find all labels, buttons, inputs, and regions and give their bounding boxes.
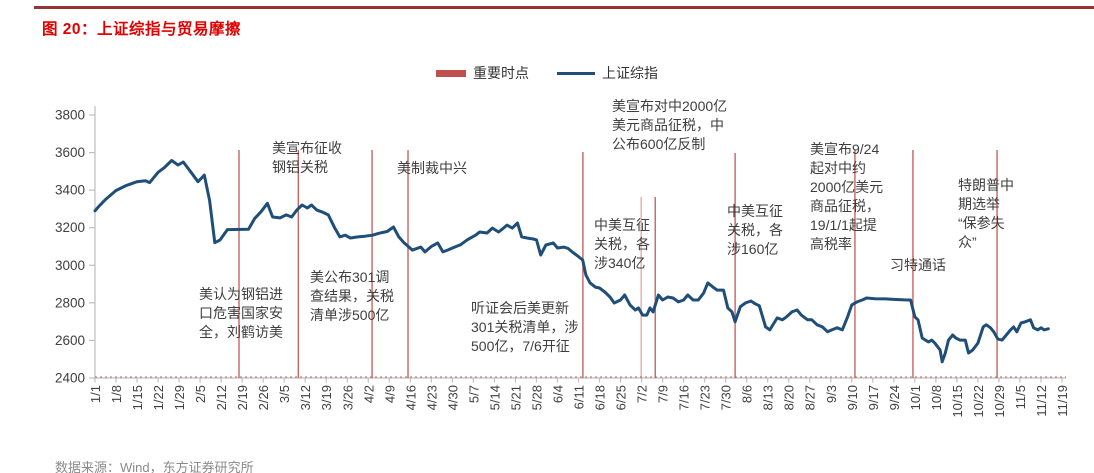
x-tick-label: 5/28 [529,385,544,410]
data-source-note: 数据来源：Wind，东方证券研究所 [55,460,254,473]
y-tick-label: 2400 [55,371,85,386]
x-tick-label: 5/7 [466,385,481,403]
x-tick-label: 3/12 [298,385,313,410]
x-tick-label: 1/29 [172,385,187,410]
x-tick-label: 10/22 [971,385,986,418]
legend-item-sse-index: 上证综指 [557,63,658,83]
x-tick-label: 3/19 [319,385,334,410]
x-tick-label: 7/16 [677,385,692,410]
x-tick-label: 7/2 [635,385,650,403]
x-tick-label: 2/26 [256,385,271,410]
x-tick-label: 1/15 [130,385,145,410]
x-tick-label: 11/19 [1055,385,1070,417]
x-tick-label: 10/8 [929,385,944,410]
y-tick-label: 3200 [55,220,85,235]
y-tick-label: 3600 [55,145,85,160]
x-tick-label: 4/16 [403,385,418,410]
x-tick-label: 10/15 [950,385,965,418]
x-tick-label: 7/30 [719,385,734,410]
x-tick-label: 4/2 [361,385,376,403]
y-tick-label: 3800 [55,108,85,123]
x-tick-label: 5/14 [487,385,502,410]
x-tick-label: 2/19 [235,385,250,410]
sse-index-line [93,159,1050,364]
legend-label-sse-index: 上证综指 [602,65,658,81]
x-tick-label: 7/23 [698,385,713,410]
x-tick-label: 6/4 [550,385,565,403]
y-tick-label: 3000 [55,258,85,273]
x-tick-label: 4/30 [445,385,460,410]
x-tick-label: 6/25 [614,385,629,410]
y-tick-label: 2600 [55,333,85,348]
x-tick-label: 1/22 [151,385,166,410]
x-tick-label: 9/10 [845,385,860,410]
x-tick-label: 8/6 [740,385,755,403]
x-tick-label: 8/20 [782,385,797,410]
x-tick-label: 4/23 [424,385,439,410]
x-tick-label: 2/5 [193,385,208,403]
y-tick-label: 3400 [55,183,85,198]
x-tick-label: 6/11 [572,385,587,409]
x-tick-label: 10/29 [992,385,1007,418]
top-rule [34,6,1094,9]
x-tick-label: 11/12 [1034,385,1049,417]
legend-item-important-dates: 重要时点 [436,63,529,83]
x-tick-label: 11/5 [1013,385,1028,409]
legend-swatch-bar-icon [436,69,466,77]
x-tick-label: 9/3 [824,385,839,403]
x-tick-label: 1/8 [109,385,124,403]
x-tick-label: 9/24 [887,385,902,410]
x-tick-label: 4/9 [382,385,397,403]
x-tick-label: 2/12 [214,385,229,410]
chart-legend: 重要时点 上证综指 [0,63,1094,83]
x-tick-label: 10/1 [908,385,923,410]
x-tick-label: 7/9 [656,385,671,403]
x-tick-label: 8/13 [761,385,776,410]
x-tick-label: 1/1 [88,385,103,403]
y-tick-label: 2800 [55,295,85,310]
x-tick-label: 3/5 [277,385,292,403]
figure-title: 图 20：上证综指与贸易摩擦 [42,21,242,38]
legend-swatch-line-icon [557,71,595,75]
x-tick-label: 9/17 [866,385,881,410]
x-tick-label: 3/26 [340,385,355,410]
x-tick-label: 5/21 [508,385,523,410]
x-tick-label: 6/18 [593,385,608,410]
legend-label-important-dates: 重要时点 [473,65,529,81]
x-tick-label: 8/27 [803,385,818,410]
